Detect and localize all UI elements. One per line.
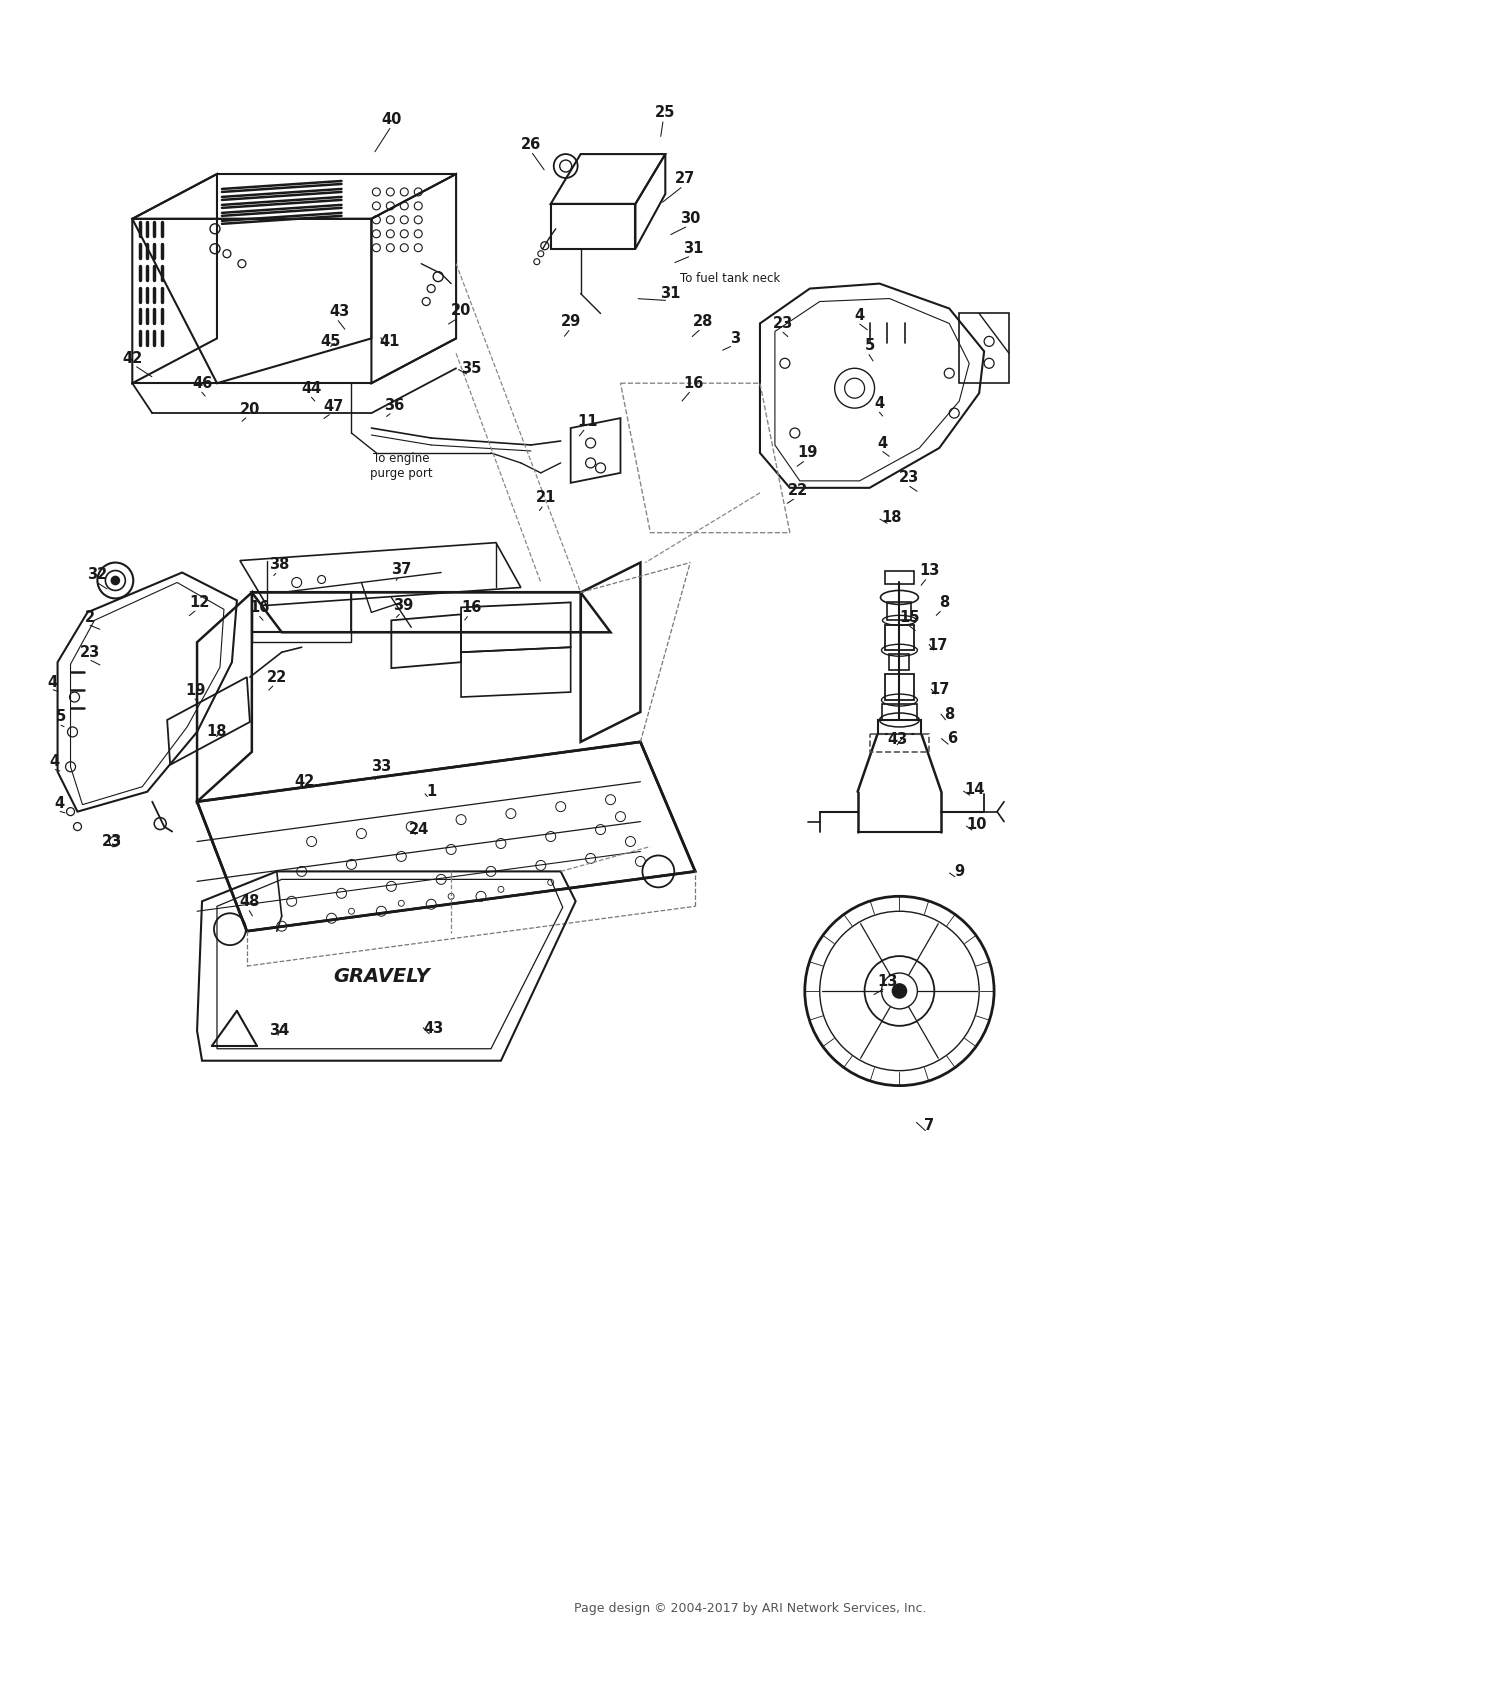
Text: 19: 19: [184, 682, 206, 698]
Text: 40: 40: [381, 112, 402, 127]
Text: 41: 41: [380, 334, 399, 349]
Text: 39: 39: [393, 598, 414, 613]
Text: 42: 42: [122, 350, 142, 366]
Text: 4: 4: [50, 755, 60, 769]
Text: 29: 29: [561, 313, 580, 328]
Text: 17: 17: [928, 682, 950, 696]
Text: 18: 18: [207, 725, 226, 740]
Text: 47: 47: [324, 398, 344, 413]
Text: 48: 48: [240, 894, 260, 909]
Text: 19: 19: [798, 445, 818, 460]
Text: 4: 4: [855, 308, 864, 323]
Text: 8: 8: [944, 708, 954, 723]
Text: 14: 14: [964, 782, 984, 797]
Text: 35: 35: [460, 361, 482, 376]
Text: 45: 45: [321, 334, 340, 349]
Text: 2: 2: [84, 609, 94, 625]
Text: 8: 8: [939, 594, 950, 609]
Text: 12: 12: [189, 594, 209, 609]
Text: 31: 31: [682, 240, 703, 256]
Text: 10: 10: [966, 818, 987, 831]
Text: 23: 23: [772, 317, 794, 330]
Text: To fuel tank neck: To fuel tank neck: [680, 273, 780, 284]
Text: 16: 16: [249, 599, 270, 615]
Text: To engine
purge port: To engine purge port: [370, 452, 432, 479]
Text: 42: 42: [294, 774, 315, 789]
Text: 24: 24: [410, 823, 429, 836]
Text: 13: 13: [878, 973, 897, 989]
Text: 3: 3: [730, 330, 740, 345]
Text: 22: 22: [267, 670, 286, 684]
Circle shape: [111, 577, 120, 584]
Text: 11: 11: [578, 413, 598, 428]
Text: 20: 20: [452, 303, 471, 318]
Text: 13: 13: [920, 564, 939, 577]
Text: 22: 22: [788, 483, 808, 498]
Text: 5: 5: [56, 709, 66, 725]
Text: 30: 30: [680, 212, 700, 227]
Text: 15: 15: [898, 609, 920, 625]
Text: 37: 37: [392, 562, 411, 577]
Text: 23: 23: [102, 835, 123, 848]
Text: 16: 16: [460, 599, 482, 615]
Text: 34: 34: [268, 1023, 290, 1038]
Text: 21: 21: [536, 491, 556, 505]
Text: 33: 33: [370, 758, 392, 774]
Text: 36: 36: [384, 398, 405, 413]
Text: 4: 4: [48, 674, 57, 689]
Text: 43: 43: [423, 1021, 444, 1036]
Text: 16: 16: [682, 376, 703, 391]
Text: 46: 46: [192, 376, 211, 391]
Text: 5: 5: [864, 339, 874, 352]
Text: 6: 6: [946, 731, 957, 747]
Text: 4: 4: [54, 796, 64, 811]
Text: 20: 20: [240, 401, 260, 416]
Text: 38: 38: [270, 557, 290, 572]
Text: 9: 9: [954, 863, 964, 879]
Text: 18: 18: [880, 510, 902, 525]
Text: 23: 23: [81, 645, 100, 660]
Text: GRAVELY: GRAVELY: [333, 967, 429, 985]
Text: 17: 17: [927, 638, 948, 653]
Text: 43: 43: [888, 733, 908, 747]
Text: 32: 32: [87, 567, 108, 582]
Text: 23: 23: [900, 471, 920, 486]
Text: 27: 27: [675, 171, 696, 186]
Text: 4: 4: [878, 435, 888, 450]
Text: 7: 7: [924, 1117, 934, 1133]
Text: 31: 31: [660, 286, 681, 301]
Text: 44: 44: [302, 381, 322, 396]
Text: 26: 26: [520, 137, 542, 152]
Text: Page design © 2004-2017 by ARI Network Services, Inc.: Page design © 2004-2017 by ARI Network S…: [573, 1602, 926, 1615]
Circle shape: [892, 984, 906, 997]
Text: 43: 43: [330, 305, 350, 318]
Text: 1: 1: [426, 784, 436, 799]
Text: 4: 4: [874, 396, 885, 411]
Text: 28: 28: [693, 313, 714, 328]
Text: 25: 25: [656, 105, 675, 120]
